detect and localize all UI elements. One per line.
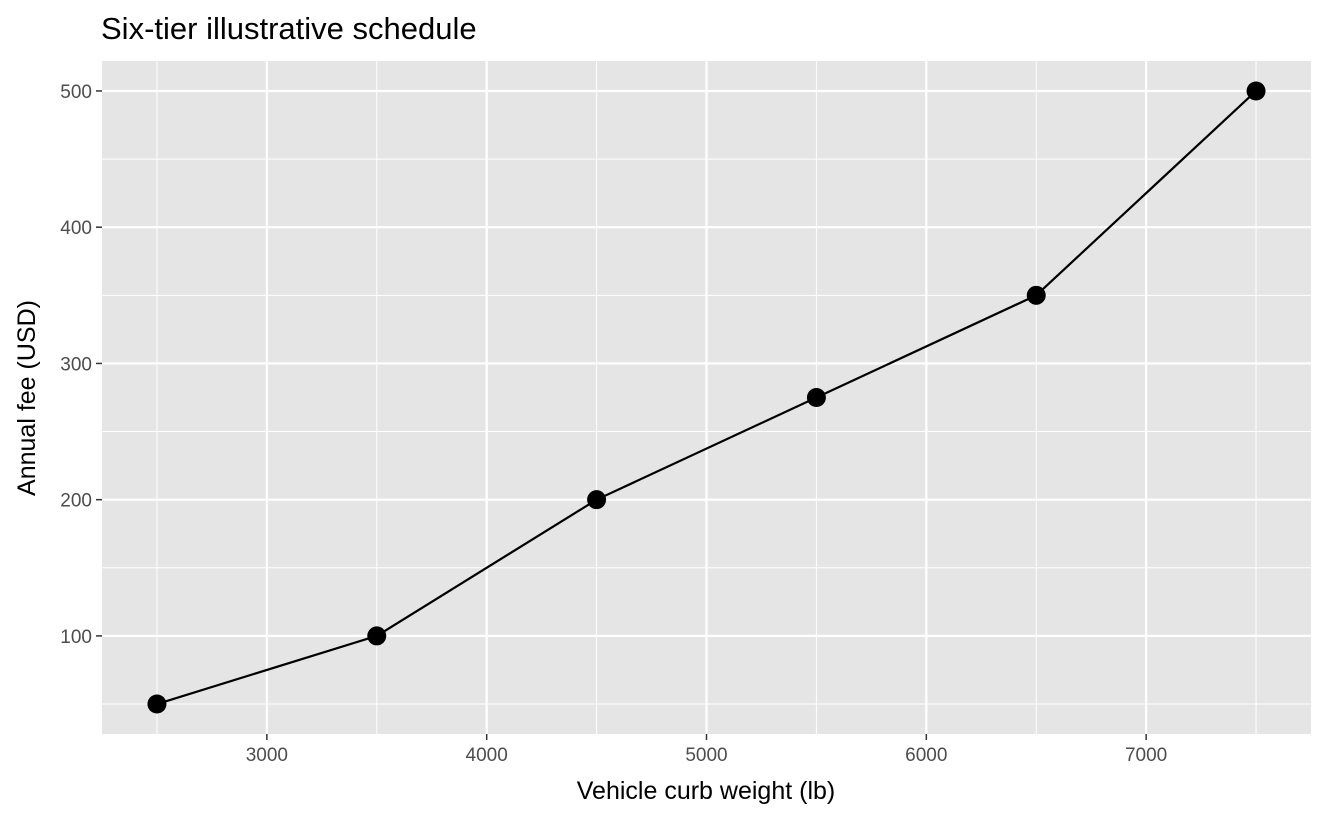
data-point <box>1026 285 1046 305</box>
x-tick-label: 6000 <box>905 745 947 766</box>
data-point <box>1246 81 1266 101</box>
x-tick-label: 4000 <box>466 745 508 766</box>
chart-title: Six‑tier illustrative schedule <box>101 11 477 46</box>
x-tick-label: 7000 <box>1125 745 1167 766</box>
y-tick-label: 200 <box>60 491 92 512</box>
y-tick-label: 100 <box>60 627 92 648</box>
y-tick-label: 500 <box>60 82 92 103</box>
data-point <box>147 694 167 714</box>
y-tick-label: 400 <box>60 218 92 239</box>
x-tick-label: 5000 <box>685 745 727 766</box>
data-point <box>367 626 387 646</box>
series-layer <box>147 81 1266 714</box>
x-axis-title: Vehicle curb weight (lb) <box>577 777 835 805</box>
y-tick-label: 300 <box>60 354 92 375</box>
x-tick-label: 3000 <box>246 745 288 766</box>
y-axis-title: Annual fee (USD) <box>13 300 41 496</box>
data-point <box>806 388 826 407</box>
series-line <box>156 90 1257 706</box>
y-axis: 100 200 300 400 500 <box>60 82 102 648</box>
data-point <box>587 490 607 510</box>
x-axis: 3000 4000 5000 6000 7000 <box>246 734 1167 766</box>
